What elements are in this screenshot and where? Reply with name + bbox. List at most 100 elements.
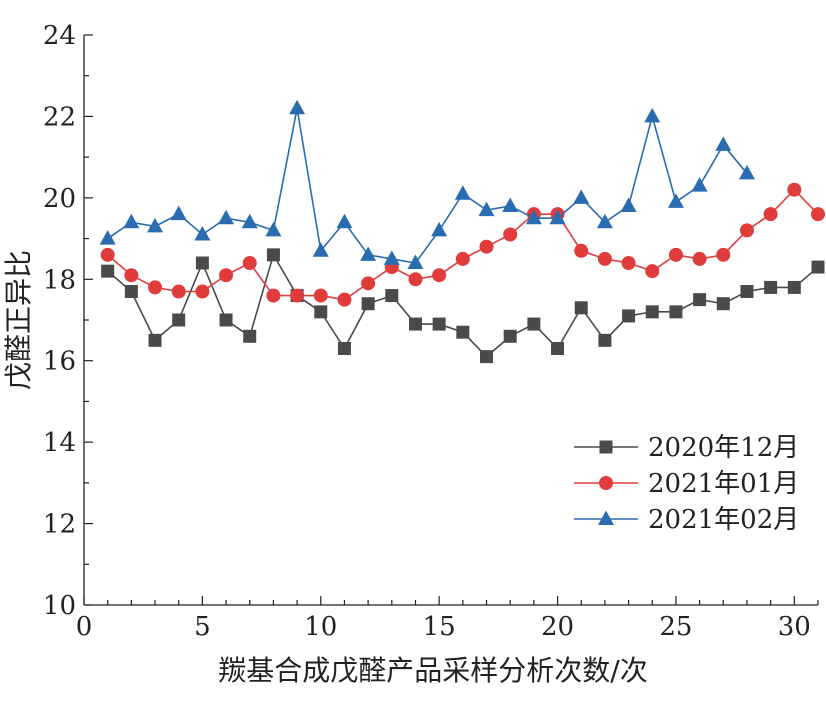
data-point [337,292,352,307]
legend-marker [599,440,613,454]
data-point [171,284,186,299]
data-point [408,272,423,287]
data-point [596,213,613,229]
data-point [525,209,542,225]
data-point [480,350,494,364]
legend-item: 2021年02月 [574,505,799,535]
data-point [123,213,140,229]
x-tick-label: 0 [76,612,93,642]
y-axis-title: 戊醛正异比 [2,250,35,390]
data-point [692,251,707,266]
y-tick-label: 22 [43,102,76,132]
legend-label: 2021年02月 [648,505,799,535]
data-point [336,213,353,229]
data-point [194,226,211,241]
data-point [503,227,518,242]
data-point [573,189,590,204]
data-point [219,268,234,283]
series-line [107,108,748,264]
data-point [644,107,661,123]
series-2 [100,182,825,307]
x-axis-title: 羰基合成戊醛产品采样分析次数/次 [218,654,647,687]
data-point [716,247,731,262]
series-1 [101,248,825,364]
y-tick-label: 14 [43,428,76,458]
data-point [195,256,209,270]
ticks: 0 5 10 15 20 25 30 10 12 14 16 18 20 22 24 [43,21,819,642]
data-point [479,239,494,254]
data-point [456,325,470,339]
data-point [101,264,115,278]
data-point [740,285,754,298]
data-point [432,317,446,331]
data-point [124,268,139,283]
data-point [266,248,280,262]
data-point [667,193,684,208]
y-tick-label: 16 [43,347,76,377]
data-point [716,297,730,311]
data-point [242,256,257,270]
data-point [219,313,233,327]
x-tick-label: 10 [304,612,337,642]
data-point [693,293,707,307]
data-point [408,317,422,331]
data-point [620,197,637,212]
data-point [195,284,210,299]
y-tick-label: 12 [43,510,76,540]
data-point [549,209,566,225]
data-point [551,342,565,355]
data-point [337,342,351,355]
data-point [787,280,801,294]
data-point [645,305,659,319]
data-point [432,268,447,283]
data-point [787,182,802,197]
data-point [574,301,588,315]
data-point [360,246,377,261]
data-point [100,247,115,262]
series-layer [99,99,825,364]
data-point [170,205,187,221]
legend-marker [599,476,613,490]
series-line [107,252,819,358]
data-point [455,251,470,266]
data-point [313,288,328,303]
data-point [527,317,541,331]
data-point [265,221,282,237]
data-point [478,201,495,217]
x-tick-label: 30 [778,612,811,642]
legend-label: 2021年01月 [648,469,799,499]
data-point [314,305,328,319]
data-point [738,164,755,180]
data-point [621,256,636,270]
data-point [454,185,471,200]
x-tick-label: 5 [194,612,211,642]
data-point [312,242,329,257]
data-point [148,333,162,347]
data-point [290,288,305,303]
data-point [172,313,186,327]
data-point [243,329,257,343]
data-point [503,329,517,343]
data-point [361,276,376,291]
data-point [383,250,400,265]
data-point [669,305,683,319]
data-point [668,247,683,262]
series-3 [99,99,755,269]
data-point [715,136,732,151]
data-point [645,264,660,279]
y-tick-label: 18 [43,265,76,295]
data-point [622,309,636,323]
data-point [124,285,138,298]
data-point [574,243,589,258]
data-point [502,197,519,212]
data-point [218,209,235,225]
data-point [431,221,448,237]
legend: 2020年12月 2021年01月 2021年02月 [574,433,799,535]
data-point [266,288,281,303]
legend-label: 2020年12月 [648,433,799,463]
data-point [691,177,708,192]
x-tick-label: 20 [541,612,574,642]
x-tick-label: 15 [423,612,456,642]
data-point [764,280,778,294]
data-point [811,260,825,274]
